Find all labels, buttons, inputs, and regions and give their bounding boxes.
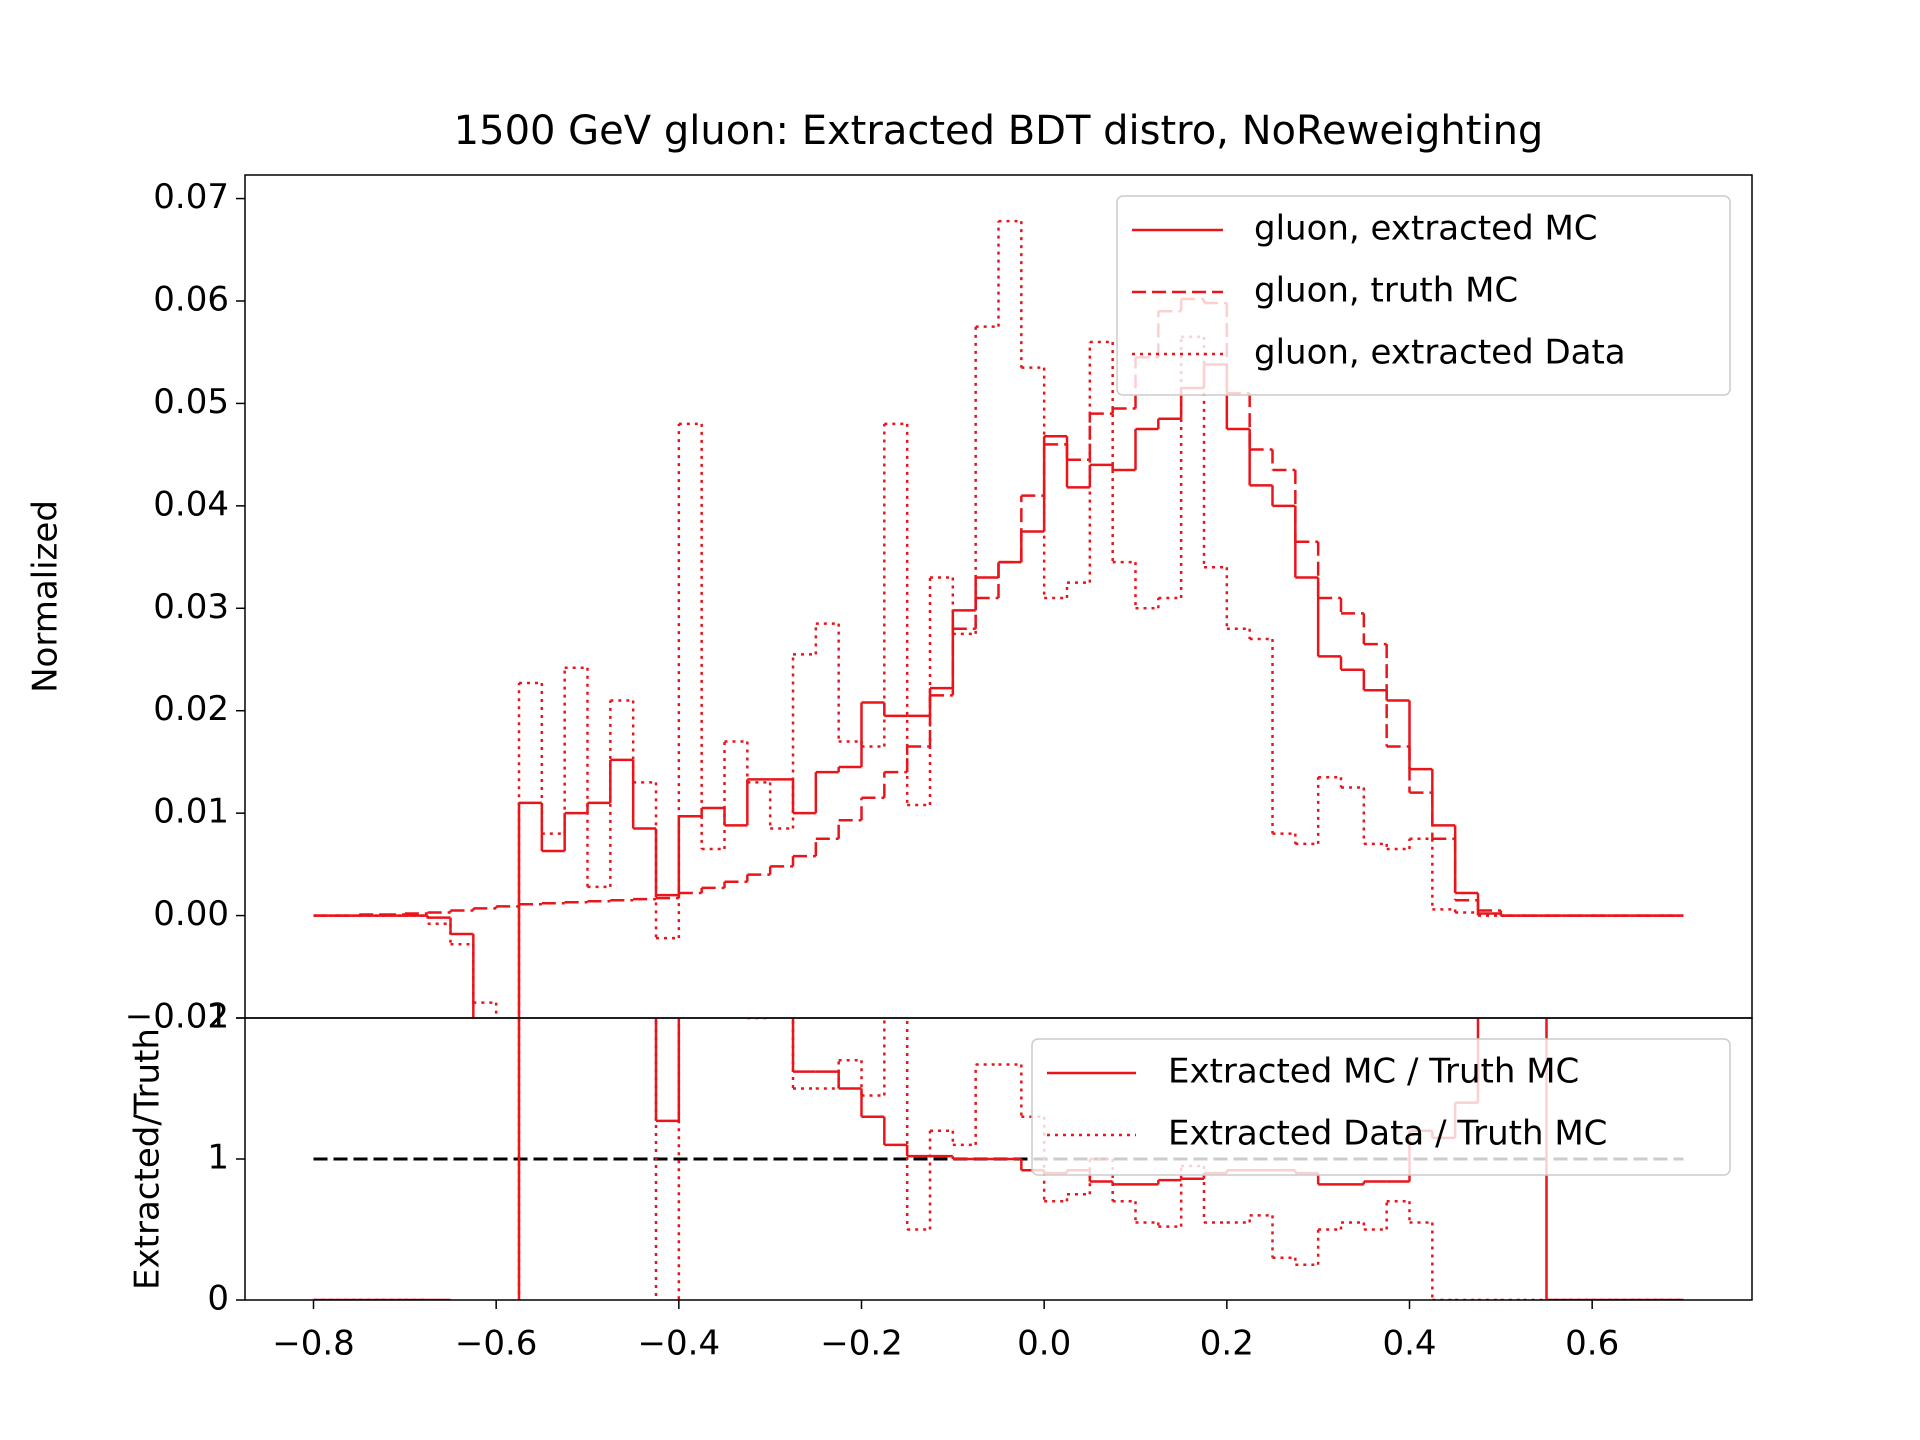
y-tick-label: 2 [207,997,229,1037]
chart-title: 1500 GeV gluon: Extracted BDT distro, No… [454,108,1544,154]
x-tick-label: −0.6 [455,1324,538,1364]
y-tick-label: 0.06 [153,279,229,319]
plot-area [313,219,1684,1018]
legend-frame [1116,195,1731,396]
y-tick-label: 0.00 [153,894,229,934]
legend-label: Extracted MC / Truth MC [1168,1052,1579,1092]
y-tick-label: 0.07 [153,177,229,217]
y-axis-label: Extracted/Truth [128,1028,168,1290]
legend-frame [1031,1038,1731,1176]
y-tick-label: 0 [207,1279,229,1319]
x-tick-label: 0.6 [1565,1324,1619,1364]
y-axis-label: Normalized [26,500,66,693]
x-tick-label: 0.2 [1200,1324,1254,1364]
y-tick-label: −0.01 [125,997,229,1037]
x-tick-label: 0.0 [1017,1324,1071,1364]
y-tick-label: 1 [207,1138,229,1178]
axes-frame [244,1017,1753,1301]
x-tick-label: −0.8 [272,1324,355,1364]
legend-label: gluon, truth MC [1254,271,1518,311]
y-tick-label: 0.03 [153,587,229,627]
x-tick-label: −0.2 [820,1324,903,1364]
x-tick-label: 0.4 [1382,1324,1436,1364]
y-tick-label: 0.02 [153,689,229,729]
legend-label: gluon, extracted Data [1254,333,1626,373]
legend-label: Extracted Data / Truth MC [1168,1114,1607,1154]
y-tick-label: 0.01 [153,792,229,832]
x-tick-label: −0.4 [638,1324,721,1364]
legend-label: gluon, extracted MC [1254,209,1598,249]
y-tick-label: 0.05 [153,382,229,422]
y-tick-label: 0.04 [153,484,229,524]
